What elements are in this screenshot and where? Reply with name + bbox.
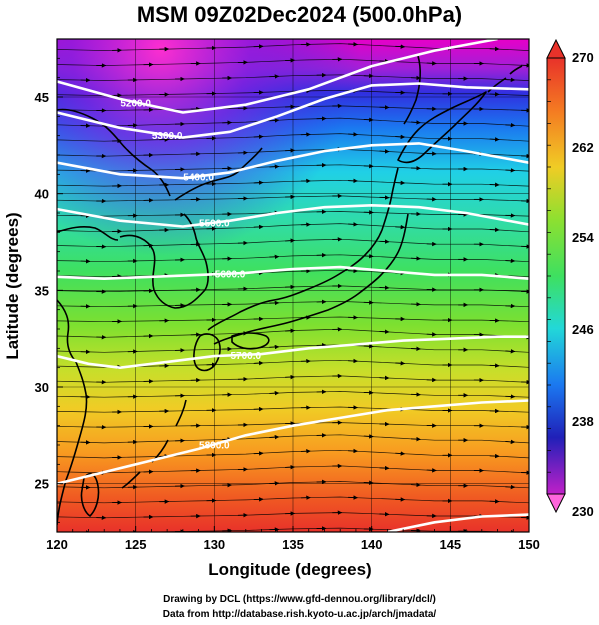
gridlines bbox=[57, 39, 529, 532]
colorbar-bottom-arrow bbox=[546, 493, 566, 514]
wind-arrow bbox=[410, 346, 421, 352]
korean-peninsula-coast bbox=[119, 213, 209, 309]
colorbar-label-246: 246 bbox=[572, 322, 594, 337]
wind-arrow bbox=[348, 222, 358, 227]
wind-arrow bbox=[395, 361, 406, 366]
wind-arrow bbox=[269, 434, 280, 440]
contour-line bbox=[57, 142, 529, 180]
wind-arrow bbox=[489, 137, 500, 142]
y-tick-label: 30 bbox=[35, 380, 49, 395]
wind-arrow bbox=[410, 436, 421, 442]
colorbar-label-270: 270 bbox=[572, 50, 594, 65]
wind-arrow bbox=[411, 32, 420, 33]
x-tick-label: 135 bbox=[282, 537, 304, 552]
wind-arrow bbox=[253, 224, 264, 230]
contour-label: 5800.0 bbox=[199, 440, 230, 451]
x-tick-label: 125 bbox=[125, 537, 147, 552]
map-title: MSM 09Z02Dec2024 (500.0hPa) bbox=[136, 2, 463, 27]
wind-arrow bbox=[379, 465, 390, 471]
wind-arrow bbox=[379, 239, 390, 244]
contour-line bbox=[57, 82, 529, 139]
y-tick-label: 35 bbox=[35, 283, 49, 298]
wind-arrow bbox=[348, 42, 358, 47]
wind-arrow bbox=[505, 122, 516, 128]
y-tick-label: 45 bbox=[35, 90, 49, 105]
wind-arrow bbox=[410, 120, 421, 125]
credit-drawing: Drawing by DCL (https://www.gfd-dennou.o… bbox=[163, 594, 436, 605]
honshu-coast bbox=[207, 167, 409, 345]
y-tick-label: 25 bbox=[35, 477, 49, 492]
contour-label: 5400.0 bbox=[183, 172, 214, 183]
x-axis: 120 125 130 135 140 145 150 bbox=[46, 526, 540, 552]
x-tick-label: 120 bbox=[46, 537, 68, 552]
colorbar-ticks bbox=[547, 79, 551, 473]
contour-line bbox=[387, 513, 529, 532]
x-tick-label: 130 bbox=[203, 537, 225, 552]
wind-arrow bbox=[379, 329, 390, 334]
contour-line bbox=[57, 265, 529, 280]
wind-arrow bbox=[364, 29, 373, 30]
wind-arrow bbox=[505, 34, 514, 35]
wind-arrow bbox=[489, 363, 500, 368]
wind-arrow bbox=[269, 30, 278, 31]
wind-arrow bbox=[489, 227, 500, 233]
wind-arrow bbox=[269, 344, 280, 350]
shikoku-coast bbox=[231, 332, 270, 350]
contour-line bbox=[57, 335, 529, 369]
contour-line bbox=[57, 399, 529, 485]
contour-line bbox=[57, 204, 529, 228]
wind-arrow bbox=[379, 149, 390, 154]
streamline bbox=[57, 28, 529, 35]
colorbar-top-arrow bbox=[546, 38, 566, 59]
colorbar: 270 262 254 246 238 230 bbox=[546, 38, 594, 519]
wind-arrow bbox=[505, 349, 516, 354]
wind-arrow bbox=[348, 132, 358, 137]
wind-arrow bbox=[348, 448, 358, 454]
wind-arrow bbox=[505, 439, 516, 445]
wind-arrow bbox=[253, 451, 264, 456]
china-coast bbox=[57, 225, 119, 526]
colorbar-label-262: 262 bbox=[572, 140, 594, 155]
map-figure: 5200.0 5300.0 5400.0 5500.0 5600.0 5700.0 5800… bbox=[3, 28, 594, 579]
sakhalin-coast bbox=[403, 55, 421, 125]
wind-arrow bbox=[395, 224, 406, 230]
wind-arrow bbox=[269, 254, 280, 260]
contour-label: 5300.0 bbox=[152, 131, 183, 142]
wind-arrow bbox=[410, 482, 421, 488]
y-axis-title: Latitude (degrees) bbox=[3, 212, 22, 359]
x-tick-label: 145 bbox=[439, 537, 461, 552]
contour-label: 5700.0 bbox=[231, 351, 262, 362]
credit-data: Data from http://database.rish.kyoto-u.a… bbox=[162, 609, 437, 620]
hokkaido-coast bbox=[397, 91, 487, 164]
north-coast bbox=[174, 147, 263, 201]
wind-arrow bbox=[348, 358, 358, 364]
x-tick-label: 140 bbox=[361, 537, 383, 552]
wind-arrow bbox=[269, 118, 280, 123]
contour-label: 5500.0 bbox=[199, 219, 230, 230]
wind-arrow bbox=[253, 360, 264, 366]
contour-label: 5600.0 bbox=[215, 270, 246, 281]
wind-arrow bbox=[395, 134, 406, 140]
contour-line bbox=[57, 39, 498, 114]
wind-arrow bbox=[410, 256, 421, 261]
colorbar-label-230: 230 bbox=[572, 504, 594, 519]
x-tick-label: 150 bbox=[518, 537, 540, 552]
y-axis: 25 30 35 40 45 bbox=[35, 57, 63, 523]
coastlines bbox=[57, 55, 523, 526]
wind-arrow bbox=[489, 453, 500, 459]
wind-arrow bbox=[253, 134, 264, 139]
credits: Drawing by DCL (https://www.gfd-dennou.o… bbox=[0, 592, 599, 622]
x-axis-title: Longitude (degrees) bbox=[208, 560, 371, 579]
kuril-coast bbox=[487, 65, 523, 93]
colorbar-label-238: 238 bbox=[572, 414, 594, 429]
height-contours: 5200.0 5300.0 5400.0 5500.0 5600.0 5700.0 5800… bbox=[57, 39, 529, 532]
wind-arrow bbox=[395, 44, 406, 49]
colorbar-label-254: 254 bbox=[572, 230, 594, 245]
contour-label: 5200.0 bbox=[120, 98, 151, 109]
wind-arrow bbox=[395, 451, 406, 456]
y-tick-label: 40 bbox=[35, 187, 49, 202]
